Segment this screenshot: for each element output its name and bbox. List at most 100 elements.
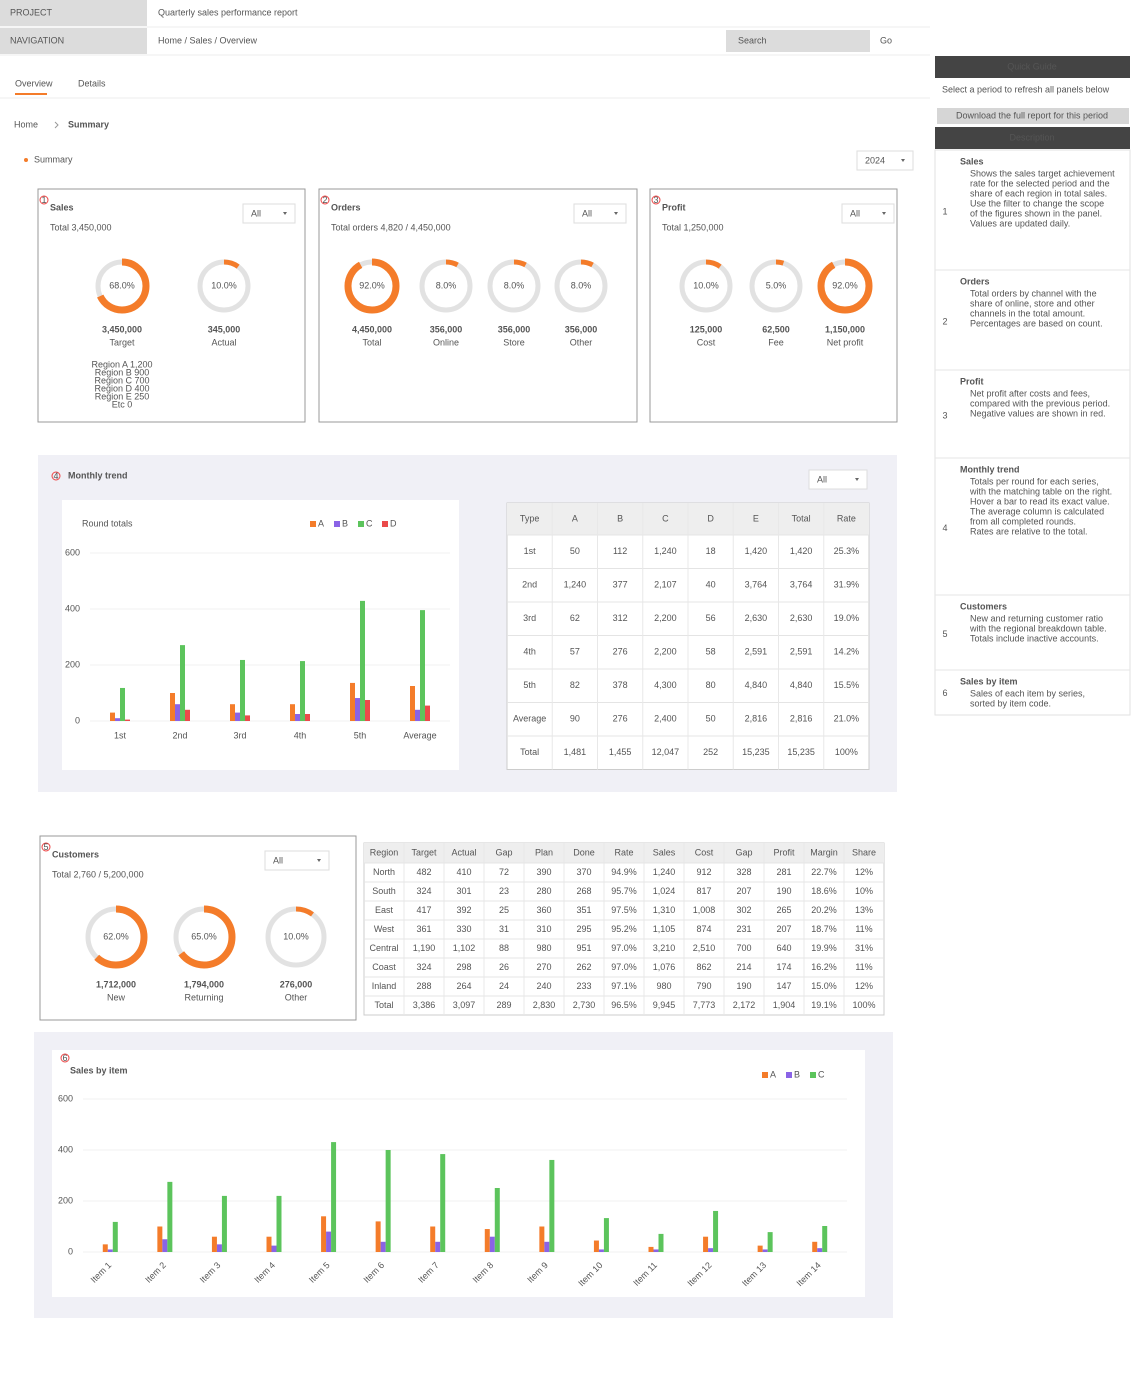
table-header-cell: Type [520,513,540,523]
select-box[interactable] [242,203,296,224]
sidebar-item-line: Net profit after costs and fees, [970,388,1090,398]
bar [321,1216,327,1252]
header-label-box [0,28,147,54]
donut-amount: 125,000 [690,324,723,334]
legend-label: B [794,1069,800,1079]
table-cell: 2,816 [790,714,813,724]
table-cell: 240 [536,981,551,991]
breadcrumb-item[interactable]: Home [14,119,38,129]
table-cell: 276 [613,647,628,657]
table-cell: 270 [536,962,551,972]
table-cell: 361 [416,924,431,934]
tab[interactable]: Overview [15,78,53,88]
select-box[interactable] [808,469,868,490]
table-header [364,843,884,863]
donut-arc [679,259,733,313]
donut-label: 92.0% [359,280,385,290]
table-cell: 18.6% [811,886,837,896]
bar [708,1248,714,1252]
search-box[interactable] [726,30,870,52]
bar [430,1226,436,1252]
sidebar-button-label[interactable]: Download the full report for this period [956,110,1108,120]
table-cell: 50 [570,546,580,556]
table-cell: 174 [776,962,791,972]
bar [603,1218,609,1252]
table-cell: 231 [736,924,751,934]
donut-label: 10.0% [283,931,309,941]
bar [162,1239,168,1252]
table-cell: 13% [855,905,873,915]
marker-number: 5 [43,842,48,852]
table-cell: 147 [776,981,791,991]
y-tick-label: 400 [65,603,80,613]
section-dot [24,158,28,162]
donut-amount: 1,712,000 [96,979,136,989]
table-header-cell: Plan [535,847,553,857]
bar [484,1229,490,1252]
sidebar-item-line: Rates are relative to the total. [970,526,1088,536]
select-box[interactable] [264,850,330,871]
table-cell: 640 [776,943,791,953]
bar [110,712,115,721]
bar [360,600,365,721]
bar [295,714,300,721]
table-cell: 370 [576,867,591,877]
table-cell: 18 [706,546,716,556]
bar [425,705,430,721]
table-header-cell: Share [852,847,876,857]
bar [767,1232,773,1252]
sidebar-item-number: 5 [942,629,947,639]
bar [812,1241,818,1252]
sidebar-item-number: 6 [942,688,947,698]
select-box[interactable] [841,203,895,224]
search-button[interactable]: Go [880,35,892,45]
table-cell: 2,172 [733,1000,756,1010]
table-cell: 1,076 [653,962,676,972]
sidebar-item-title: Customers [960,601,1007,611]
legend-label: B [342,518,348,528]
table-cell: 330 [456,924,471,934]
select-value: 2024 [865,155,885,165]
header-label-box [0,0,147,26]
donut-arc [94,258,150,314]
donut-arc [344,258,400,314]
bar [489,1236,495,1252]
bar [410,686,415,721]
tab[interactable]: Details [78,78,106,88]
table-cell: 360 [536,905,551,915]
table-cell: 50 [706,714,716,724]
table-header-cell: Cost [695,847,714,857]
legend-label: C [366,518,373,528]
table-cell: 1,420 [790,546,813,556]
marker-circle [41,842,51,852]
donut-label: 5.0% [766,280,787,290]
select-box[interactable] [573,203,627,224]
marker-number: 4 [53,471,58,481]
bar [326,1231,332,1252]
table-cell: 1,240 [653,867,676,877]
table-cell: North [373,867,395,877]
table-cell: 2,400 [654,714,677,724]
table-header-cell: Rate [837,513,856,523]
breadcrumb-item: Summary [68,119,109,129]
donut-label: 62.0% [103,931,129,941]
table-cell: 112 [613,546,627,556]
table-cell: 298 [456,962,471,972]
select-arrow [882,212,886,215]
donut-label: 68.0% [109,280,135,290]
bar [120,687,125,721]
table-cell: 19.0% [834,613,860,623]
sidebar-header-title: Quick Guide [1007,61,1057,71]
sidebar-header-title: Description [1009,132,1054,142]
select-box[interactable] [856,150,914,171]
table-cell: 15.5% [834,680,860,690]
table-cell: 97.0% [611,962,637,972]
table-cell: 11% [855,962,872,972]
card-note: Region B 900 [95,367,150,377]
bar [266,1236,272,1252]
sidebar-button[interactable] [937,108,1129,124]
select-arrow [317,859,321,862]
marker-number: 6 [62,1053,67,1063]
card-title: Orders [331,202,361,212]
